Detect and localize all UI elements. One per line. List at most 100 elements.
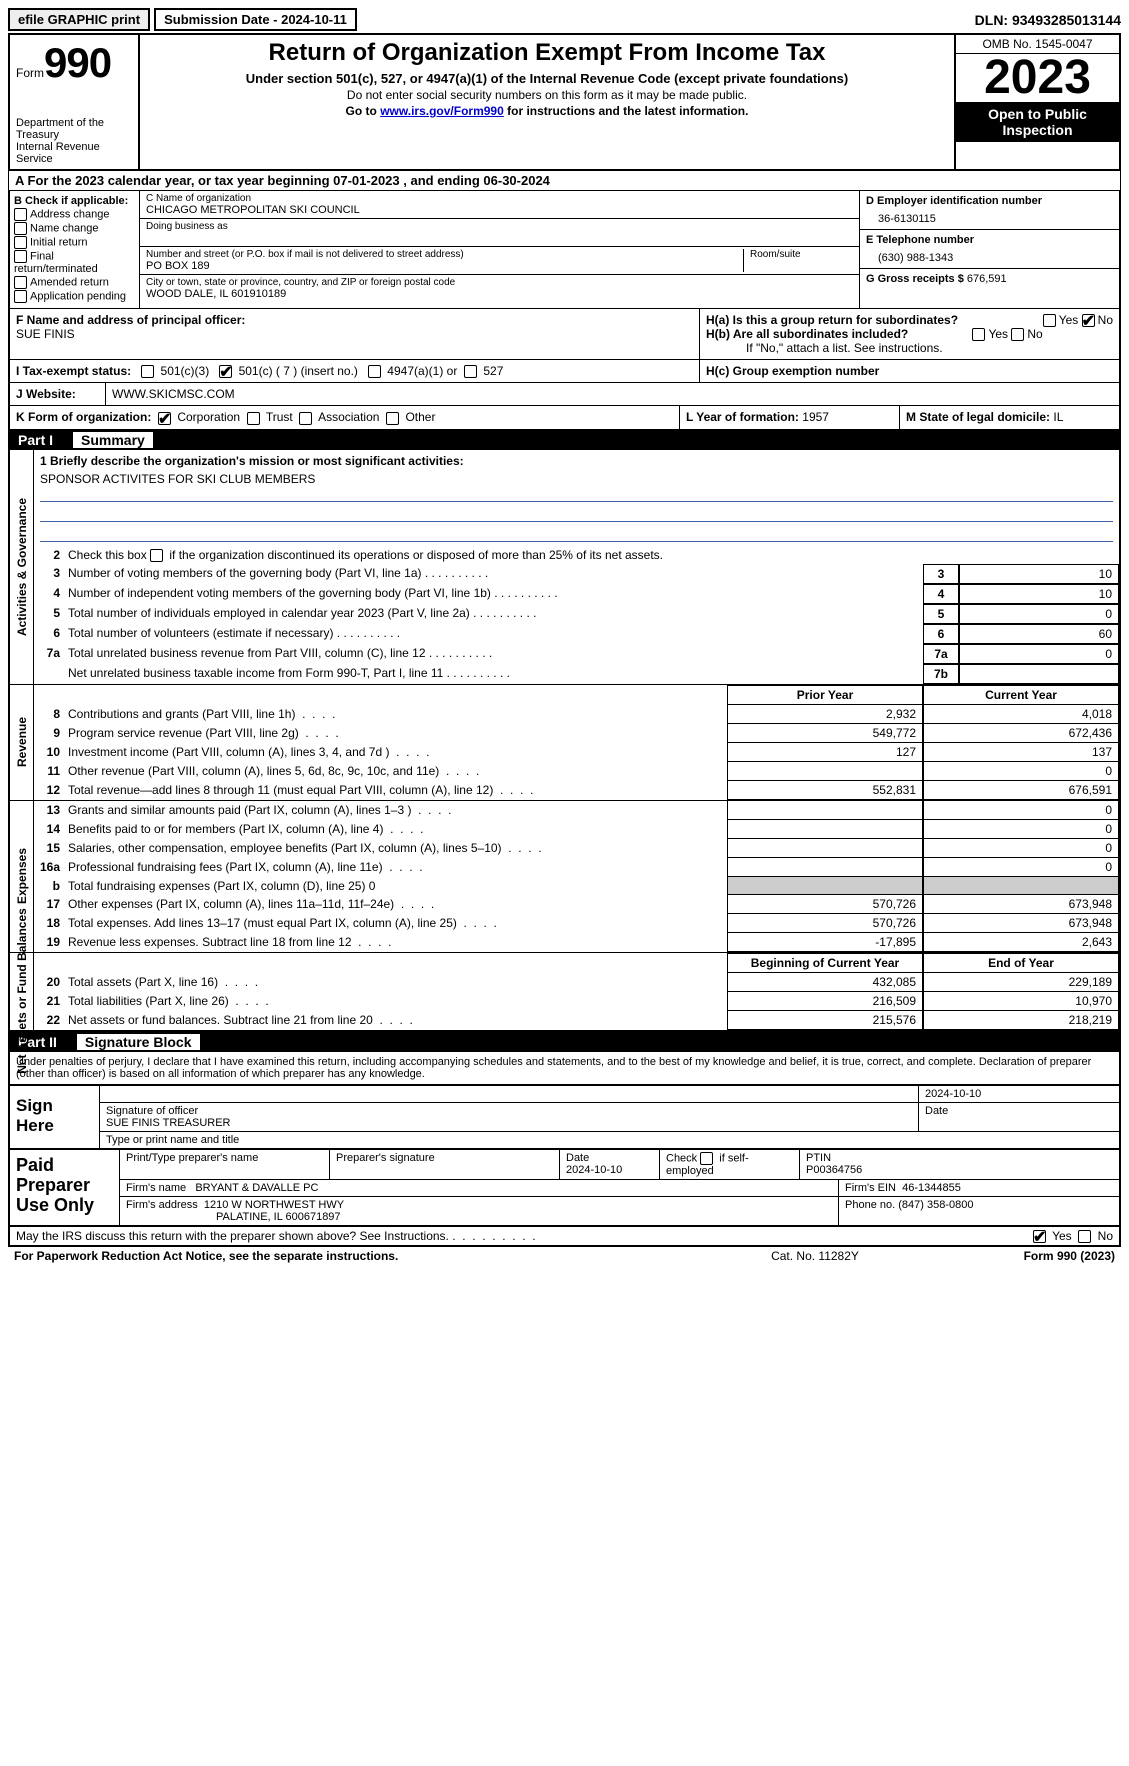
form-subtitle: Under section 501(c), 527, or 4947(a)(1)… [150, 71, 944, 86]
vlabel-revenue: Revenue [10, 685, 34, 800]
form-title: Return of Organization Exempt From Incom… [150, 39, 944, 67]
cb-address-change[interactable]: Address change [14, 208, 135, 221]
ptin: PTINP00364756 [800, 1150, 1119, 1179]
form-number: Form990 [16, 39, 132, 87]
row-f-h: F Name and address of principal officer:… [8, 309, 1121, 360]
line-2: 2Check this box if the organization disc… [34, 546, 1119, 564]
row-i-j-hc: I Tax-exempt status: 501(c)(3) 501(c) ( … [8, 360, 1121, 383]
h-b-subordinates: H(b) Are all subordinates included? Yes … [706, 327, 1113, 341]
summary-line: 18Total expenses. Add lines 13–17 (must … [34, 914, 1119, 933]
cb-discuss-yes[interactable] [1033, 1230, 1046, 1243]
summary-line: 5Total number of individuals employed in… [34, 604, 1119, 624]
sign-here-label: Sign Here [10, 1086, 100, 1148]
form-footer: For Paperwork Reduction Act Notice, see … [8, 1247, 1121, 1265]
ein-cell: D Employer identification number 36-6130… [860, 191, 1119, 230]
summary-line: 6Total number of volunteers (estimate if… [34, 624, 1119, 644]
entity-block: B Check if applicable: Address change Na… [8, 191, 1121, 309]
irs-link[interactable]: www.irs.gov/Form990 [380, 104, 504, 118]
cb-amended-return[interactable]: Amended return [14, 276, 135, 289]
cb-501c3[interactable] [141, 365, 154, 378]
firm-ein: Firm's EIN 46-1344855 [839, 1180, 1119, 1196]
perjury-statement: Under penalties of perjury, I declare th… [8, 1052, 1121, 1084]
row-k-l-m: K Form of organization: Corporation Trus… [8, 406, 1121, 429]
summary-line: 3Number of voting members of the governi… [34, 564, 1119, 584]
open-inspection-badge: Open to Public Inspection [956, 102, 1119, 142]
dln-label: DLN: 93493285013144 [975, 12, 1121, 28]
cb-final-return[interactable]: Final return/terminated [14, 250, 135, 275]
officer-name: SUE FINIS TREASURER [106, 1117, 912, 1129]
mission-rule [40, 526, 1113, 542]
cb-4947[interactable] [368, 365, 381, 378]
irs-label: Internal Revenue Service [16, 141, 132, 165]
preparer-name-hdr: Print/Type preparer's name [120, 1150, 330, 1179]
mission-text: SPONSOR ACTIVITES FOR SKI CLUB MEMBERS [34, 472, 1119, 486]
cb-initial-return[interactable]: Initial return [14, 236, 135, 249]
cb-trust[interactable] [247, 412, 260, 425]
org-name-cell: C Name of organization CHICAGO METROPOLI… [140, 191, 859, 219]
cb-discontinued[interactable] [150, 549, 163, 562]
part-i-header: Part I Summary [8, 430, 1121, 450]
summary-line: 15Salaries, other compensation, employee… [34, 839, 1119, 858]
tax-exempt-status: I Tax-exempt status: 501(c)(3) 501(c) ( … [16, 364, 693, 378]
date-label: Date [919, 1103, 1119, 1131]
h-a-group-return: H(a) Is this a group return for subordin… [706, 313, 1113, 327]
part-ii-header: Part II Signature Block [8, 1032, 1121, 1052]
sign-here-block: Sign Here 2024-10-10 Signature of office… [8, 1084, 1121, 1150]
cb-name-change[interactable]: Name change [14, 222, 135, 235]
summary-line: 11Other revenue (Part VIII, column (A), … [34, 762, 1119, 781]
firm-address: Firm's address 1210 W NORTHWEST HWY PALA… [120, 1197, 839, 1225]
summary-line: 7aTotal unrelated business revenue from … [34, 644, 1119, 664]
mission-label: 1 Briefly describe the organization's mi… [34, 450, 1119, 472]
efile-print-button[interactable]: efile GRAPHIC print [8, 8, 150, 31]
irs-discuss-row: May the IRS discuss this return with the… [8, 1227, 1121, 1247]
summary-line: 4Number of independent voting members of… [34, 584, 1119, 604]
summary-line: 16aProfessional fundraising fees (Part I… [34, 858, 1119, 877]
summary-line: 20Total assets (Part X, line 16) . . . .… [34, 973, 1119, 992]
street-cell: Number and street (or P.O. box if mail i… [140, 247, 859, 275]
cb-application-pending[interactable]: Application pending [14, 290, 135, 303]
self-employed-cb[interactable]: Check if self-employed [660, 1150, 800, 1179]
state-domicile: M State of legal domicile: IL [899, 406, 1119, 428]
cb-501c[interactable] [219, 365, 232, 378]
dept-treasury: Department of the Treasury [16, 117, 132, 141]
summary-line: bTotal fundraising expenses (Part IX, co… [34, 877, 1119, 895]
summary-line: 14Benefits paid to or for members (Part … [34, 820, 1119, 839]
vlabel-governance: Activities & Governance [10, 450, 34, 684]
dba-cell: Doing business as [140, 219, 859, 247]
principal-officer: F Name and address of principal officer:… [10, 309, 699, 359]
firm-name: Firm's name BRYANT & DAVALLE PC [120, 1180, 839, 1196]
instructions-link-row: Go to www.irs.gov/Form990 for instructio… [150, 104, 944, 118]
cb-527[interactable] [464, 365, 477, 378]
sign-date: 2024-10-10 [919, 1086, 1119, 1102]
preparer-sig-hdr: Preparer's signature [330, 1150, 560, 1179]
summary-line: 12Total revenue—add lines 8 through 11 (… [34, 781, 1119, 800]
summary-line: 17Other expenses (Part IX, column (A), l… [34, 895, 1119, 914]
prior-current-header: Prior Year Current Year [34, 685, 1119, 705]
summary-line: Net unrelated business taxable income fr… [34, 664, 1119, 684]
sig-officer-label: Signature of officer [106, 1105, 912, 1117]
summary-line: 19Revenue less expenses. Subtract line 1… [34, 933, 1119, 952]
part-i-summary: Activities & Governance 1 Briefly descri… [8, 450, 1121, 1032]
cb-other[interactable] [386, 412, 399, 425]
mission-rule [40, 506, 1113, 522]
type-print-label: Type or print name and title [100, 1132, 1119, 1148]
bcy-eoy-header: Beginning of Current Year End of Year [34, 953, 1119, 973]
tax-year: 2023 [956, 54, 1119, 102]
row-j-website: J Website: WWW.SKICMSC.COM [8, 383, 1121, 406]
cb-discuss-no[interactable] [1078, 1230, 1091, 1243]
summary-line: 22Net assets or fund balances. Subtract … [34, 1011, 1119, 1030]
cb-corporation[interactable] [158, 412, 171, 425]
mission-rule [40, 486, 1113, 502]
ssn-warning: Do not enter social security numbers on … [150, 88, 944, 102]
col-b-checkboxes: B Check if applicable: Address change Na… [10, 191, 140, 308]
summary-line: 8Contributions and grants (Part VIII, li… [34, 705, 1119, 724]
phone-cell: E Telephone number (630) 988-1343 [860, 230, 1119, 269]
summary-line: 10Investment income (Part VIII, column (… [34, 743, 1119, 762]
year-formation: L Year of formation: 1957 [679, 406, 899, 428]
form-of-org: K Form of organization: Corporation Trus… [10, 406, 679, 428]
city-cell: City or town, state or province, country… [140, 275, 859, 302]
firm-phone: Phone no. (847) 358-0800 [839, 1197, 1119, 1225]
form-header: Form990 Department of the Treasury Inter… [8, 33, 1121, 171]
summary-line: 21Total liabilities (Part X, line 26) . … [34, 992, 1119, 1011]
cb-association[interactable] [299, 412, 312, 425]
